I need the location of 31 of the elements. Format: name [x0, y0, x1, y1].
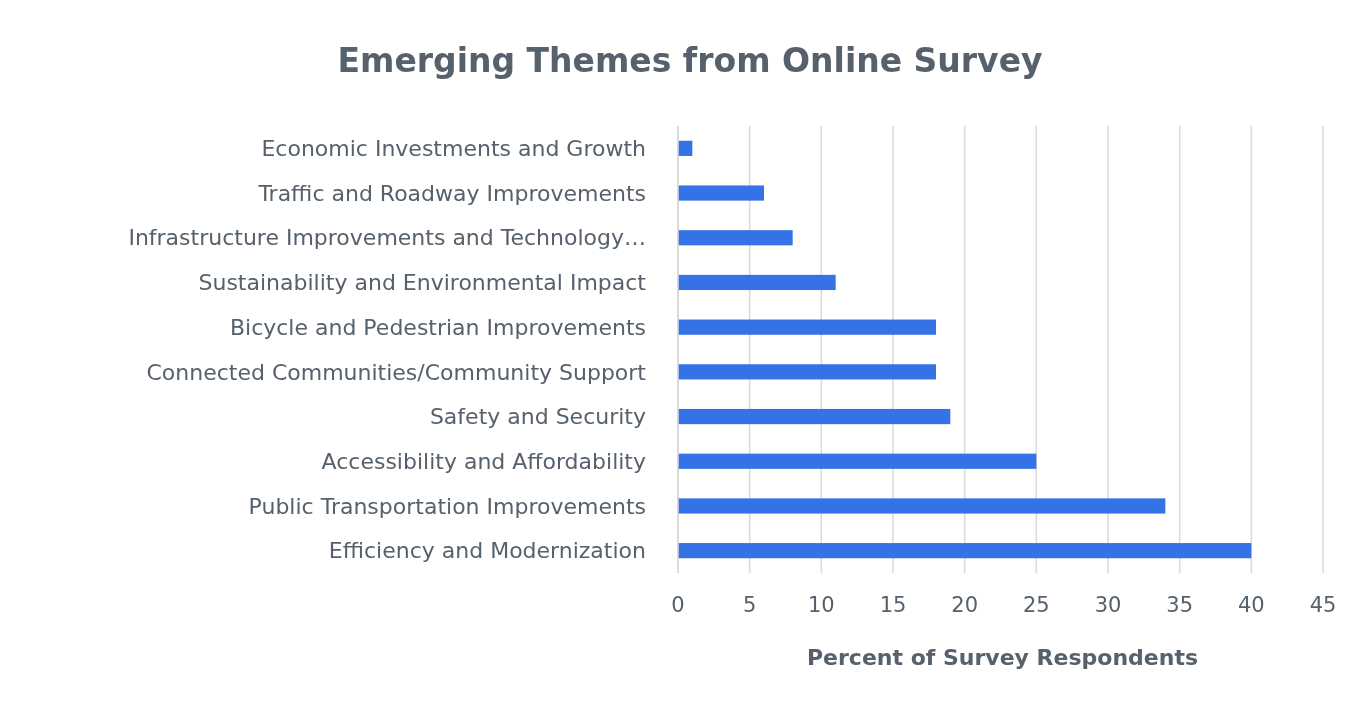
bar: [678, 274, 836, 291]
x-tick-label: 25: [1022, 593, 1050, 617]
bar: [678, 498, 1166, 514]
chart-title: Emerging Themes from Online Survey: [337, 41, 1043, 80]
y-tick-label: Infrastructure Improvements and Technology…: [128, 225, 646, 251]
bar: [678, 453, 1037, 469]
bar: [678, 543, 1252, 559]
x-tick-label: 45: [1309, 593, 1337, 617]
x-tick-label: 35: [1166, 593, 1194, 617]
x-tick-label: 40: [1237, 593, 1265, 617]
x-tick-label: 30: [1094, 593, 1122, 617]
bar: [678, 364, 936, 380]
bar: [678, 408, 951, 425]
y-tick-label: Bicycle and Pedestrian Improvements: [229, 314, 646, 340]
x-tick-label: 5: [742, 593, 757, 617]
y-tick-label: Connected Communities/Community Support: [146, 359, 647, 385]
y-tick-label: Economic Investments and Growth: [261, 136, 646, 162]
y-tick-label: Traffic and Roadway Improvements: [257, 180, 646, 206]
x-axis-title: Percent of Survey Respondents: [806, 645, 1199, 670]
y-tick-label: Sustainability and Environmental Impact: [198, 270, 647, 296]
bar: [678, 319, 936, 335]
bar: [678, 185, 764, 201]
x-tick-label: 0: [671, 593, 685, 617]
x-tick-label: 10: [807, 593, 835, 617]
y-tick-label: Accessibility and Affordability: [321, 448, 646, 474]
x-tick-label: 20: [951, 593, 979, 617]
x-tick-label: 15: [879, 593, 907, 617]
y-tick-label: Public Transportation Improvements: [248, 493, 646, 519]
y-tick-label: Safety and Security: [429, 404, 646, 430]
y-tick-label: Efficiency and Modernization: [328, 538, 646, 564]
bar: [678, 230, 793, 246]
